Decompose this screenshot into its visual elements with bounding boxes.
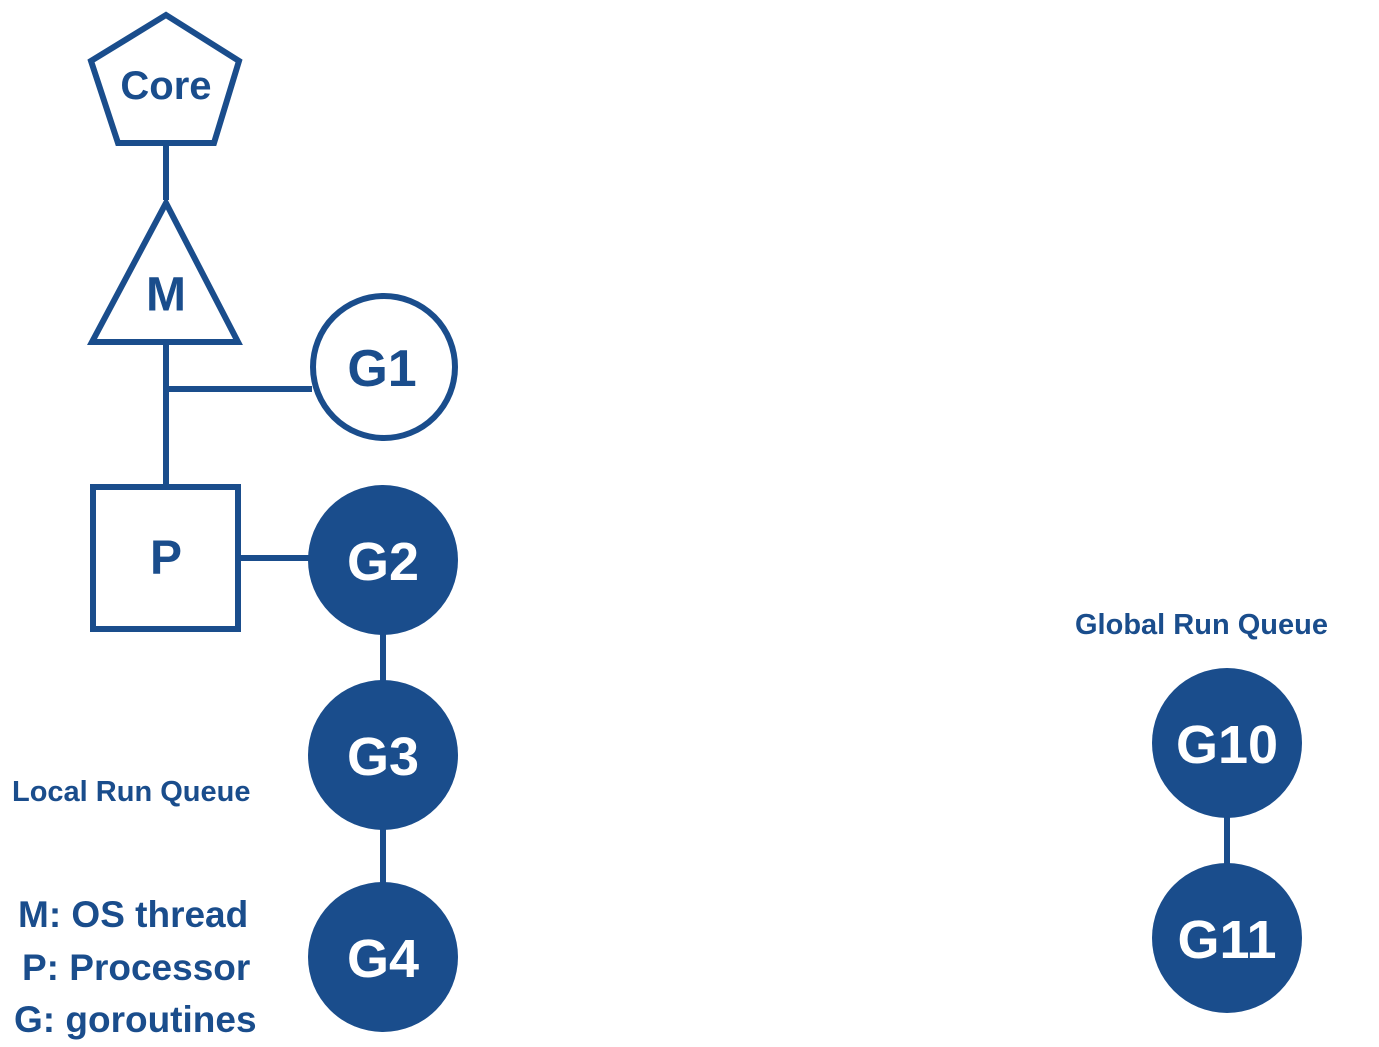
g3-circle-shape: [308, 680, 458, 830]
core-node: Core: [87, 11, 243, 146]
g1-circle-shape: [310, 293, 458, 441]
core-label: Core: [120, 64, 211, 108]
connectors: [163, 143, 1230, 883]
g3-node: G3: [308, 680, 458, 830]
g4-label: G4: [347, 929, 419, 989]
g4-circle-shape: [308, 882, 458, 1032]
g10-label: G10: [1176, 715, 1278, 775]
legend: M: OS thread P: Processor G: goroutines: [14, 894, 257, 1040]
legend-item-p: P: Processor: [22, 947, 250, 988]
g10-circle-shape: [1152, 668, 1302, 818]
p-node: P: [90, 484, 241, 632]
local-run-queue-label: Local Run Queue: [12, 776, 250, 808]
g2-node: G2: [308, 485, 458, 635]
m-node: M: [87, 196, 243, 345]
g3-label: G3: [347, 727, 419, 787]
m-label: M: [146, 269, 186, 322]
legend-item-g: G: goroutines: [14, 999, 257, 1040]
g1-label: G1: [347, 340, 416, 398]
p-label: P: [150, 532, 182, 585]
g2-circle-shape: [308, 485, 458, 635]
p-square-shape: [90, 484, 241, 632]
g1-node: G1: [310, 293, 458, 441]
g11-node: G11: [1152, 863, 1302, 1013]
g4-node: G4: [308, 882, 458, 1032]
g2-label: G2: [347, 532, 419, 592]
g10-node: G10: [1152, 668, 1302, 818]
g11-label: G11: [1177, 910, 1276, 970]
global-run-queue-label: Global Run Queue: [1075, 609, 1328, 641]
g11-circle-shape: [1152, 863, 1302, 1013]
core-pentagon-shape: [87, 11, 243, 146]
legend-item-m: M: OS thread: [18, 894, 248, 935]
m-triangle-shape: [87, 196, 243, 345]
